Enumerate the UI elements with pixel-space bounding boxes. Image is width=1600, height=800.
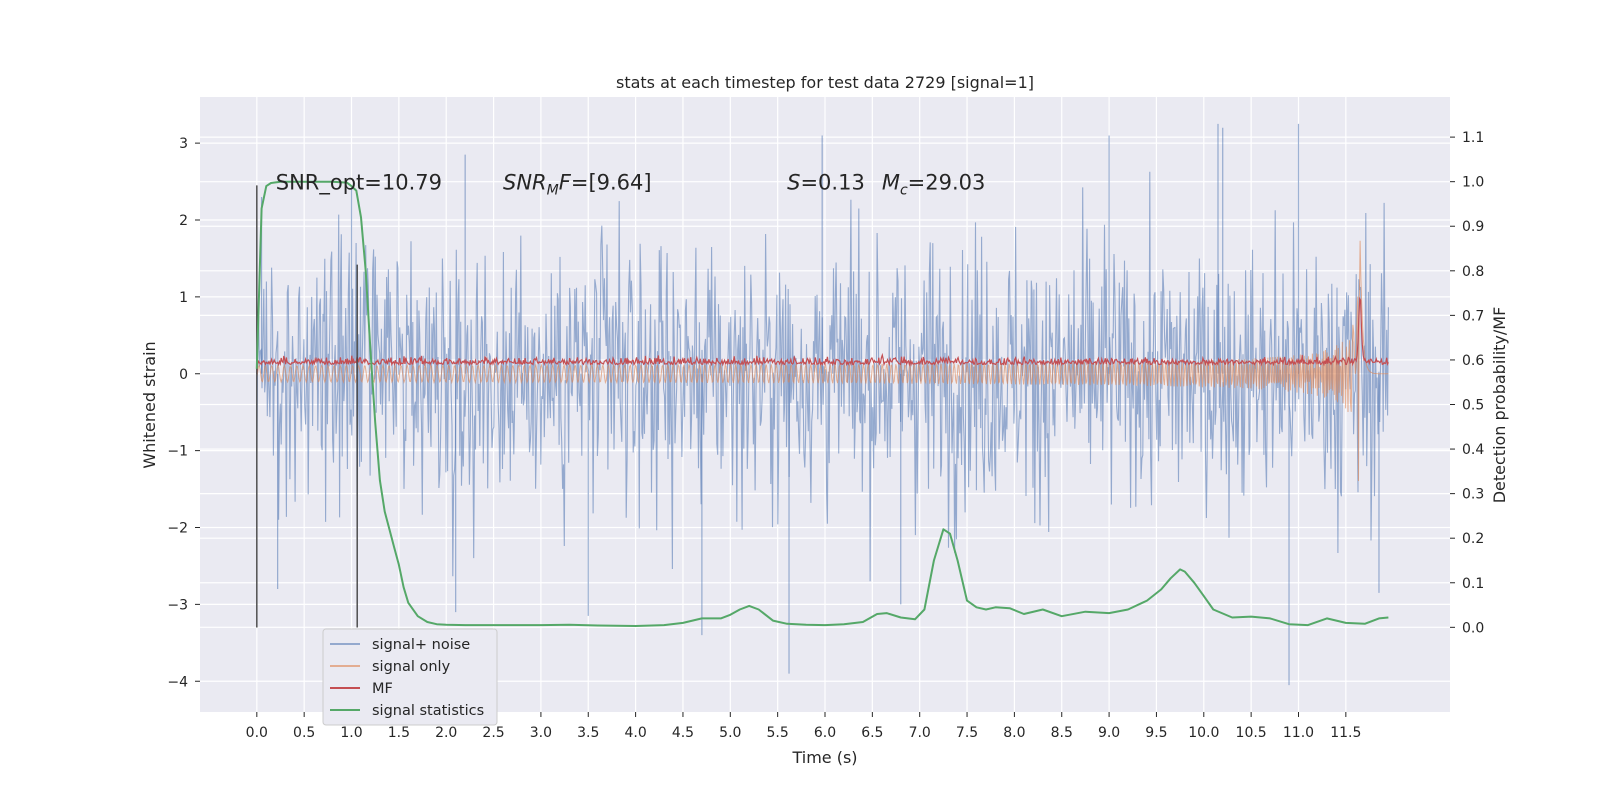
x-tick-label: 3.5 xyxy=(577,725,599,741)
y-axis-title: Whitened strain xyxy=(140,341,159,468)
x-tick-label: 1.0 xyxy=(340,725,362,741)
x-tick-label: 7.0 xyxy=(909,725,931,741)
legend-label-signal-plus-noise: signal+ noise xyxy=(372,637,470,653)
y2-tick-label: 1.0 xyxy=(1462,175,1484,191)
x-tick-label: 4.0 xyxy=(624,725,646,741)
series-mf-line xyxy=(256,296,1389,374)
signal-only-layer xyxy=(256,240,1389,482)
signal-statistics-layer xyxy=(255,180,1389,627)
x-tick-label: 0.5 xyxy=(293,725,315,741)
y-tick-label: 1 xyxy=(179,290,188,306)
x-tick-label: 3.0 xyxy=(530,725,552,741)
y-tick-label: 0 xyxy=(179,367,188,383)
y2-tick-label: 0.5 xyxy=(1462,398,1484,414)
tick-labels-layer: 0.0 0.5 1.0 1.5 2.0 2.5 3.0 3.5 4.0 4.5 5.0 5.5 6.0 6… xyxy=(167,130,1484,741)
legend-label-mf: MF xyxy=(372,681,393,697)
x-tick-label: 10.5 xyxy=(1236,725,1267,741)
x-tick-label: 9.5 xyxy=(1145,725,1167,741)
series-signal-only-line xyxy=(256,240,1389,482)
y-tick-label: −4 xyxy=(167,674,188,690)
y-tick-label: −1 xyxy=(167,444,188,460)
legend-label-signal-statistics: signal statistics xyxy=(372,703,484,719)
x-tick-label: 1.5 xyxy=(388,725,410,741)
y2-axis-title: Detection probability/MF xyxy=(1490,307,1509,504)
y-tick-label: 3 xyxy=(179,136,188,152)
y2-tick-label: 0.6 xyxy=(1462,353,1484,369)
y2-tick-label: 0.0 xyxy=(1462,620,1484,636)
x-tick-label: 5.0 xyxy=(719,725,741,741)
y-tick-label: 2 xyxy=(179,213,188,229)
x-tick-label: 10.0 xyxy=(1188,725,1219,741)
x-tick-label: 0.0 xyxy=(246,725,268,741)
y2-tick-label: 1.1 xyxy=(1462,130,1484,146)
annotation-mc: Mc=29.03 xyxy=(882,170,986,198)
y2-tick-label: 0.8 xyxy=(1462,264,1484,280)
x-tick-label: 5.5 xyxy=(767,725,789,741)
y2-tick-label: 0.7 xyxy=(1462,308,1484,324)
x-tick-label: 6.0 xyxy=(814,725,836,741)
x-tick-label: 8.0 xyxy=(1003,725,1025,741)
x-tick-label: 4.5 xyxy=(672,725,694,741)
vertical-marker-layer xyxy=(256,185,358,628)
x-tick-label: 7.5 xyxy=(956,725,978,741)
x-tick-label: 11.0 xyxy=(1283,725,1314,741)
y2-tick-label: 0.1 xyxy=(1462,576,1484,592)
annotations-layer: SNR_opt=10.79 SNRMF=[9.64] S=0.13 Mc=29.03 xyxy=(276,170,986,198)
x-tick-label: 6.5 xyxy=(861,725,883,741)
y2-tick-label: 0.9 xyxy=(1462,219,1484,235)
x-tick-label: 11.5 xyxy=(1330,725,1361,741)
legend: signal+ noise signal only MF signal stat… xyxy=(322,628,498,726)
x-axis-title: Time (s) xyxy=(791,748,857,767)
legend-box xyxy=(322,628,498,726)
legend-label-signal-only: signal only xyxy=(372,659,451,675)
annotation-snr-mf: SNRMF=[9.64] xyxy=(503,170,652,198)
x-tick-label: 2.0 xyxy=(435,725,457,741)
x-tick-label: 9.0 xyxy=(1098,725,1120,741)
y2-tick-label: 0.4 xyxy=(1462,442,1484,458)
annotation-snr-opt: SNR_opt=10.79 xyxy=(276,170,442,195)
x-tick-label: 2.5 xyxy=(482,725,504,741)
signal-plus-noise-layer xyxy=(256,123,1389,686)
y-tick-label: −2 xyxy=(167,521,188,537)
x-tick-label: 8.5 xyxy=(1051,725,1073,741)
series-signal-statistics-line xyxy=(255,180,1389,627)
y-tick-label: −3 xyxy=(167,597,188,613)
chart-title: stats at each timestep for test data 272… xyxy=(616,73,1034,92)
annotation-s: S=0.13 xyxy=(787,170,865,194)
y2-tick-label: 0.3 xyxy=(1462,487,1484,503)
mf-layer xyxy=(256,296,1389,374)
y2-tick-label: 0.2 xyxy=(1462,531,1484,547)
